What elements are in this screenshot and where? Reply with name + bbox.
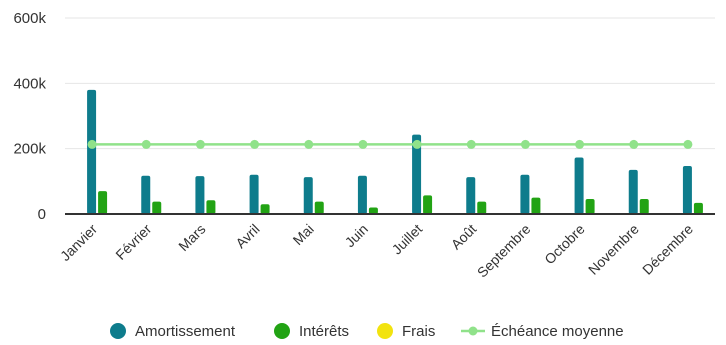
bar-amortissement-1[interactable] (141, 175, 151, 214)
average-point-9[interactable] (575, 139, 585, 149)
legend: Amortissement Intérêts Frais Échéance moyen… (110, 323, 624, 340)
x-tick-label: Juin (342, 221, 371, 250)
bar-int-r-ts-9[interactable] (585, 198, 595, 214)
legend-point-swatch (468, 326, 478, 336)
y-tick-label: 0 (38, 206, 46, 223)
legend-item-0[interactable]: Amortissement (110, 323, 236, 340)
x-tick-label: Avril (232, 221, 262, 251)
legend-item-3[interactable]: Échéance moyenne (461, 323, 624, 340)
x-tick-label: Juillet (389, 221, 426, 258)
bar-amortissement-11[interactable] (682, 165, 692, 214)
legend-label: Frais (402, 323, 435, 340)
y-tick-label: 600k (13, 10, 46, 27)
bar-int-r-ts-11[interactable] (693, 202, 703, 214)
x-tick-label: Février (112, 221, 154, 263)
x-tick-label: Septembre (474, 221, 534, 281)
bar-int-r-ts-8[interactable] (531, 197, 541, 214)
x-axis-labels: Janvier Février Mars Avril Mai Juin Juillet Aoû… (57, 221, 696, 281)
legend-circle-swatch (110, 323, 126, 339)
legend-label: Amortissement (135, 323, 236, 340)
legend-circle-swatch (377, 323, 393, 339)
average-point-1[interactable] (141, 139, 151, 149)
bar-amortissement-6[interactable] (412, 134, 422, 214)
average-point-8[interactable] (520, 139, 530, 149)
bar-int-r-ts-0[interactable] (98, 191, 108, 214)
legend-label: Échéance moyenne (491, 323, 624, 340)
bar-amortissement-0[interactable] (87, 89, 97, 214)
average-point-10[interactable] (629, 139, 639, 149)
bar-int-r-ts-5[interactable] (368, 207, 378, 214)
average-point-4[interactable] (304, 139, 314, 149)
legend-item-1[interactable]: Intérêts (274, 323, 349, 340)
x-tick-label: Décembre (639, 221, 696, 278)
bar-int-r-ts-6[interactable] (423, 195, 433, 214)
grid-lines (65, 17, 715, 150)
x-tick-label: Mars (175, 221, 208, 254)
average-point-6[interactable] (412, 139, 422, 149)
bar-amortissement-10[interactable] (628, 169, 638, 214)
y-tick-label: 200k (13, 141, 46, 158)
bar-amortissement-8[interactable] (520, 174, 530, 214)
bar-amortissement-4[interactable] (303, 177, 313, 214)
bar-amortissement-3[interactable] (249, 174, 259, 214)
x-tick-label: Janvier (57, 221, 100, 264)
bar-amortissement-7[interactable] (466, 177, 476, 214)
x-tick-label: Mai (290, 221, 317, 248)
x-tick-label: Octobre (541, 221, 588, 268)
average-point-3[interactable] (250, 139, 260, 149)
bar-int-r-ts-3[interactable] (260, 204, 270, 214)
legend-item-2[interactable]: Frais (377, 323, 435, 340)
bar-int-r-ts-2[interactable] (206, 200, 216, 214)
legend-circle-swatch (274, 323, 290, 339)
average-point-5[interactable] (358, 139, 368, 149)
bar-amortissement-5[interactable] (357, 175, 367, 214)
bar-int-r-ts-1[interactable] (152, 201, 162, 214)
average-point-2[interactable] (195, 139, 205, 149)
bar-int-r-ts-7[interactable] (477, 201, 487, 214)
bar-int-r-ts-4[interactable] (314, 201, 324, 214)
average-point-11[interactable] (683, 139, 693, 149)
x-tick-label: Novembre (585, 221, 642, 278)
bar-amortissement-2[interactable] (195, 176, 205, 214)
bar-int-r-ts-10[interactable] (639, 198, 649, 214)
average-point-7[interactable] (466, 139, 476, 149)
average-point-0[interactable] (87, 139, 97, 149)
average-line (87, 139, 693, 149)
y-tick-label: 400k (13, 75, 46, 92)
bars (87, 89, 703, 214)
x-tick-label: Août (448, 221, 480, 253)
y-axis-ticks: 0 200k 400k 600k (13, 10, 46, 223)
legend-label: Intérêts (299, 323, 349, 340)
bar-amortissement-9[interactable] (574, 157, 584, 214)
